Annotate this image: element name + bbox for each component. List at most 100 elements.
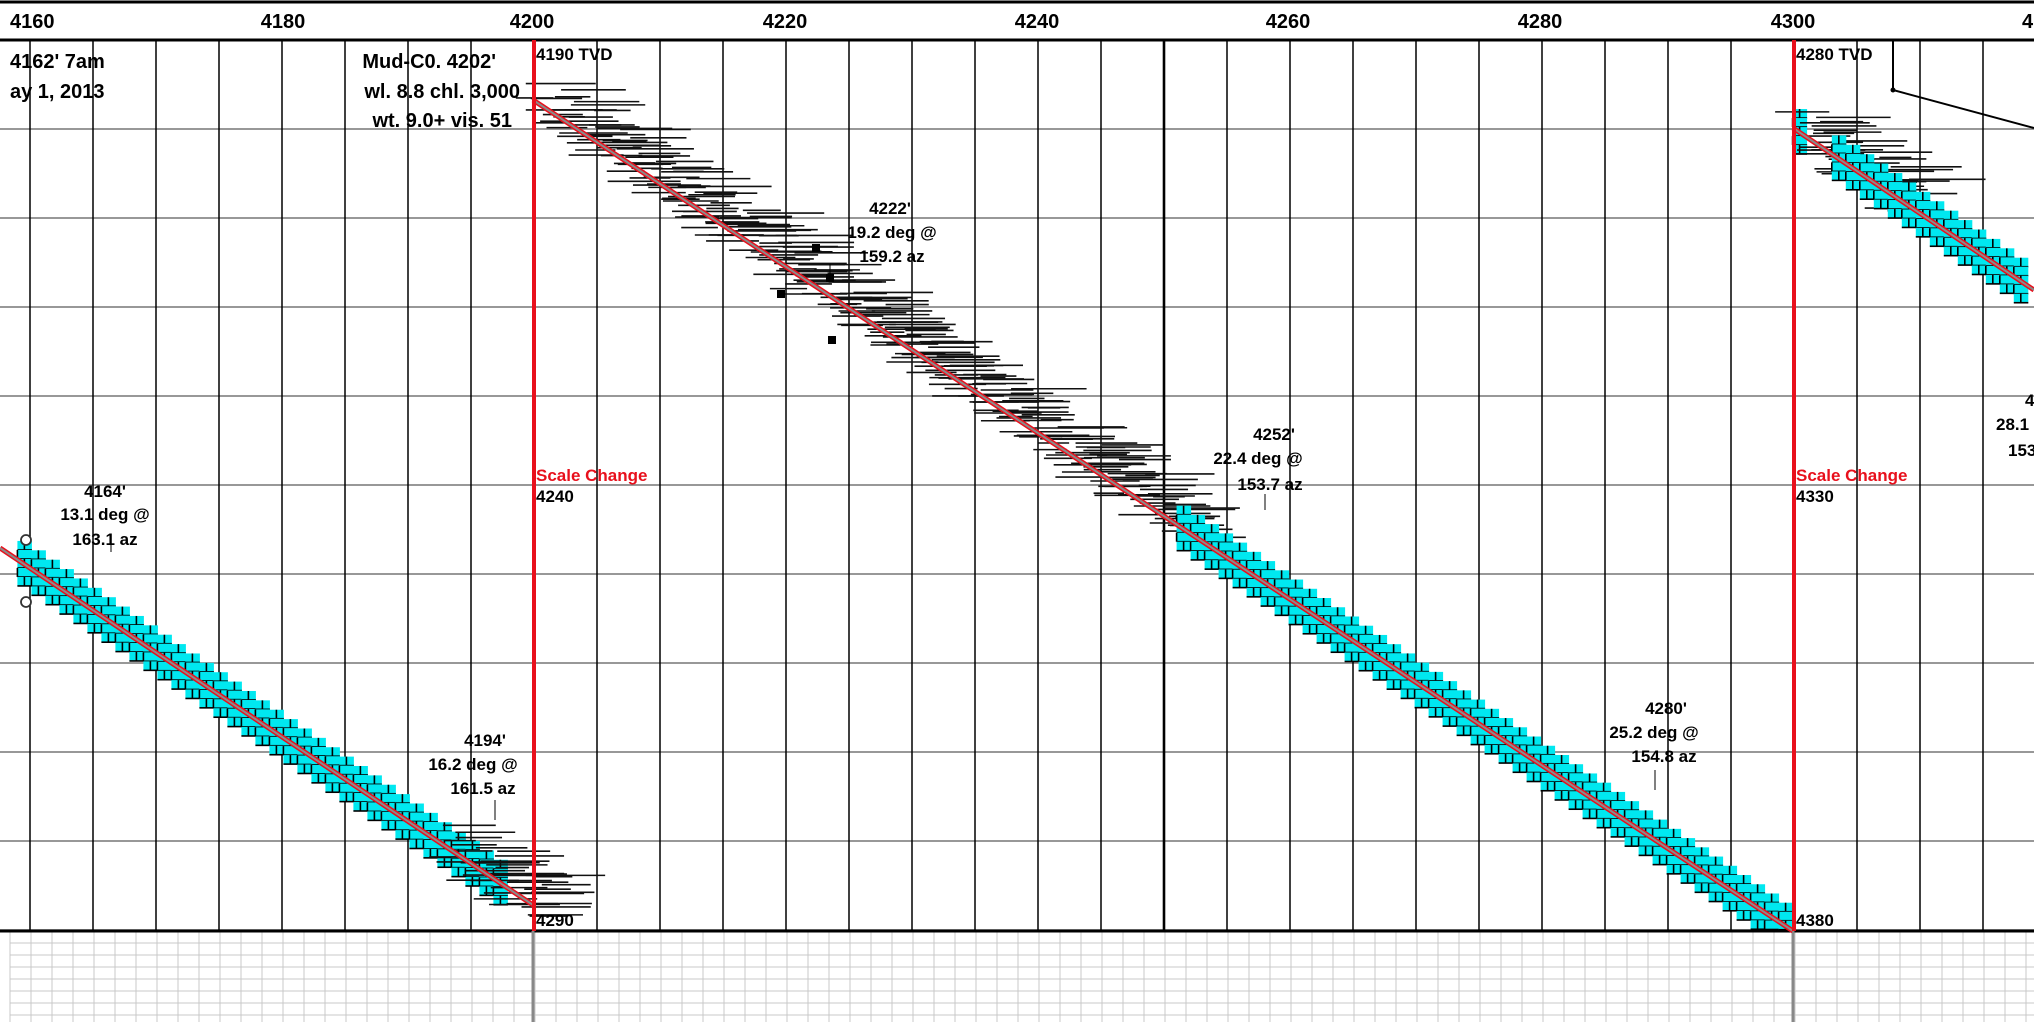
tvd-top-label: 4280 TVD — [1796, 45, 1873, 64]
limestone-cell — [1288, 606, 1304, 616]
limestone-cell — [1985, 247, 2001, 257]
limestone-cell — [1316, 625, 1332, 635]
limestone-cell — [1526, 745, 1542, 755]
marker-square — [812, 244, 820, 252]
limestone-cell — [353, 774, 368, 784]
limestone-cell — [1456, 717, 1472, 727]
limestone-cell — [185, 662, 200, 672]
limestone-cell — [465, 868, 480, 878]
limestone-cell — [1246, 578, 1262, 588]
limestone-cell — [1372, 643, 1388, 653]
limestone-cell — [1190, 523, 1206, 533]
limestone-cell — [1750, 893, 1766, 903]
limestone-cell — [227, 690, 242, 700]
limestone-cell — [1190, 541, 1206, 551]
limestone-cell — [157, 661, 172, 671]
limestone-cell — [297, 737, 312, 747]
limestone-cell — [1873, 172, 1889, 182]
limestone-cell — [1929, 228, 1945, 238]
limestone-cell — [1344, 643, 1360, 653]
scale-change-label: Scale Change — [536, 466, 648, 485]
limestone-cell — [171, 671, 186, 681]
limestone-cell — [1596, 809, 1612, 819]
limestone-cell — [479, 877, 494, 887]
limestone-cell — [157, 643, 172, 653]
survey-depth: 4194' — [464, 731, 506, 750]
limestone-cell — [1302, 615, 1318, 625]
limestone-cell — [1568, 773, 1584, 783]
tick-label: 4300 — [1771, 11, 1816, 33]
tick-label: 4200 — [510, 11, 555, 33]
limestone-cell — [241, 699, 256, 709]
limestone-cell — [1764, 902, 1780, 912]
limestone-cell — [1680, 847, 1696, 857]
limestone-band — [16, 540, 508, 906]
limestone-cell — [1901, 191, 1917, 201]
limestone-cell — [255, 727, 270, 737]
scale-change-label: Scale Change — [1796, 466, 1908, 485]
limestone-cell — [1624, 810, 1640, 820]
mud-line-1: Mud-C0. 4202' — [362, 51, 496, 73]
limestone-cell — [1915, 218, 1931, 228]
limestone-cell — [1498, 745, 1514, 755]
limestone-cell — [283, 746, 298, 756]
limestone-cell — [1218, 560, 1234, 570]
limestone-cell — [1624, 828, 1640, 838]
limestone-cell — [101, 606, 116, 616]
tvd-top-label: 4190 TVD — [536, 45, 613, 64]
report-date: ay 1, 2013 — [10, 81, 105, 103]
limestone-cell — [1386, 653, 1402, 663]
limestone-cell — [1722, 874, 1738, 884]
limestone-cell — [1901, 209, 1917, 219]
survey-4280: 4280' 25.2 deg @ 154.8 az — [1609, 699, 1698, 766]
limestone-cell — [1246, 560, 1262, 570]
survey-azimuth: 163.1 az — [72, 530, 137, 549]
limestone-cell — [339, 783, 354, 793]
limestone-cell — [1750, 911, 1766, 921]
survey-inclination: 13.1 deg @ — [60, 505, 149, 524]
limestone-cell — [1736, 884, 1752, 894]
survey-azimuth: 153.7 az — [1237, 475, 1302, 494]
limestone-cell — [1694, 856, 1710, 866]
limestone-cell — [45, 568, 60, 578]
top-depth-axis: 4160 4180 4200 4220 4240 4260 4280 4300 … — [10, 11, 2034, 33]
annotation-layer — [110, 40, 2034, 820]
tick-label: 4160 — [10, 11, 55, 33]
limestone-cell — [255, 709, 270, 719]
limestone-cell — [1232, 569, 1248, 579]
survey-inclination: 25.2 deg @ — [1609, 723, 1698, 742]
limestone-cell — [1708, 865, 1724, 875]
survey-partial: 4 28.1 d 153 — [1996, 391, 2034, 460]
limestone-cell — [1638, 819, 1654, 829]
limestone-cell — [1260, 570, 1276, 580]
limestone-cell — [1985, 265, 2001, 275]
survey-inclination: 22.4 deg @ — [1213, 449, 1302, 468]
marker-square — [828, 336, 836, 344]
limestone-cell — [241, 717, 256, 727]
limestone-cell — [409, 830, 424, 840]
survey-inclination: 28.1 d — [1996, 415, 2034, 434]
well-path-core — [0, 547, 534, 906]
report-time: 4162' 7am — [10, 51, 105, 73]
limestone-cell — [423, 821, 438, 831]
tvd-bottom-label: 4380 — [1796, 911, 1834, 930]
limestone-cell — [1582, 800, 1598, 810]
limestone-cell — [269, 718, 284, 728]
limestone-cell — [1722, 892, 1738, 902]
limestone-cell — [1971, 238, 1987, 248]
limestone-cell — [339, 765, 354, 775]
limestone-cell — [227, 708, 242, 718]
limestone-cell — [1708, 883, 1724, 893]
tick-label: 4240 — [1015, 11, 1060, 33]
tvd-marker-1: 4190 TVD Scale Change 4240 4290 — [536, 45, 648, 930]
limestone-cell — [1358, 634, 1374, 644]
limestone-cell — [1232, 551, 1248, 561]
limestone-cell — [1218, 542, 1234, 552]
shale-band — [429, 824, 606, 917]
limestone-cell — [1764, 920, 1780, 930]
limestone-cell — [1344, 625, 1360, 635]
lithology-track — [16, 82, 2029, 931]
limestone-cell — [87, 596, 102, 606]
survey-depth: 4164' — [84, 482, 126, 501]
well-path-layer — [0, 97, 2034, 934]
